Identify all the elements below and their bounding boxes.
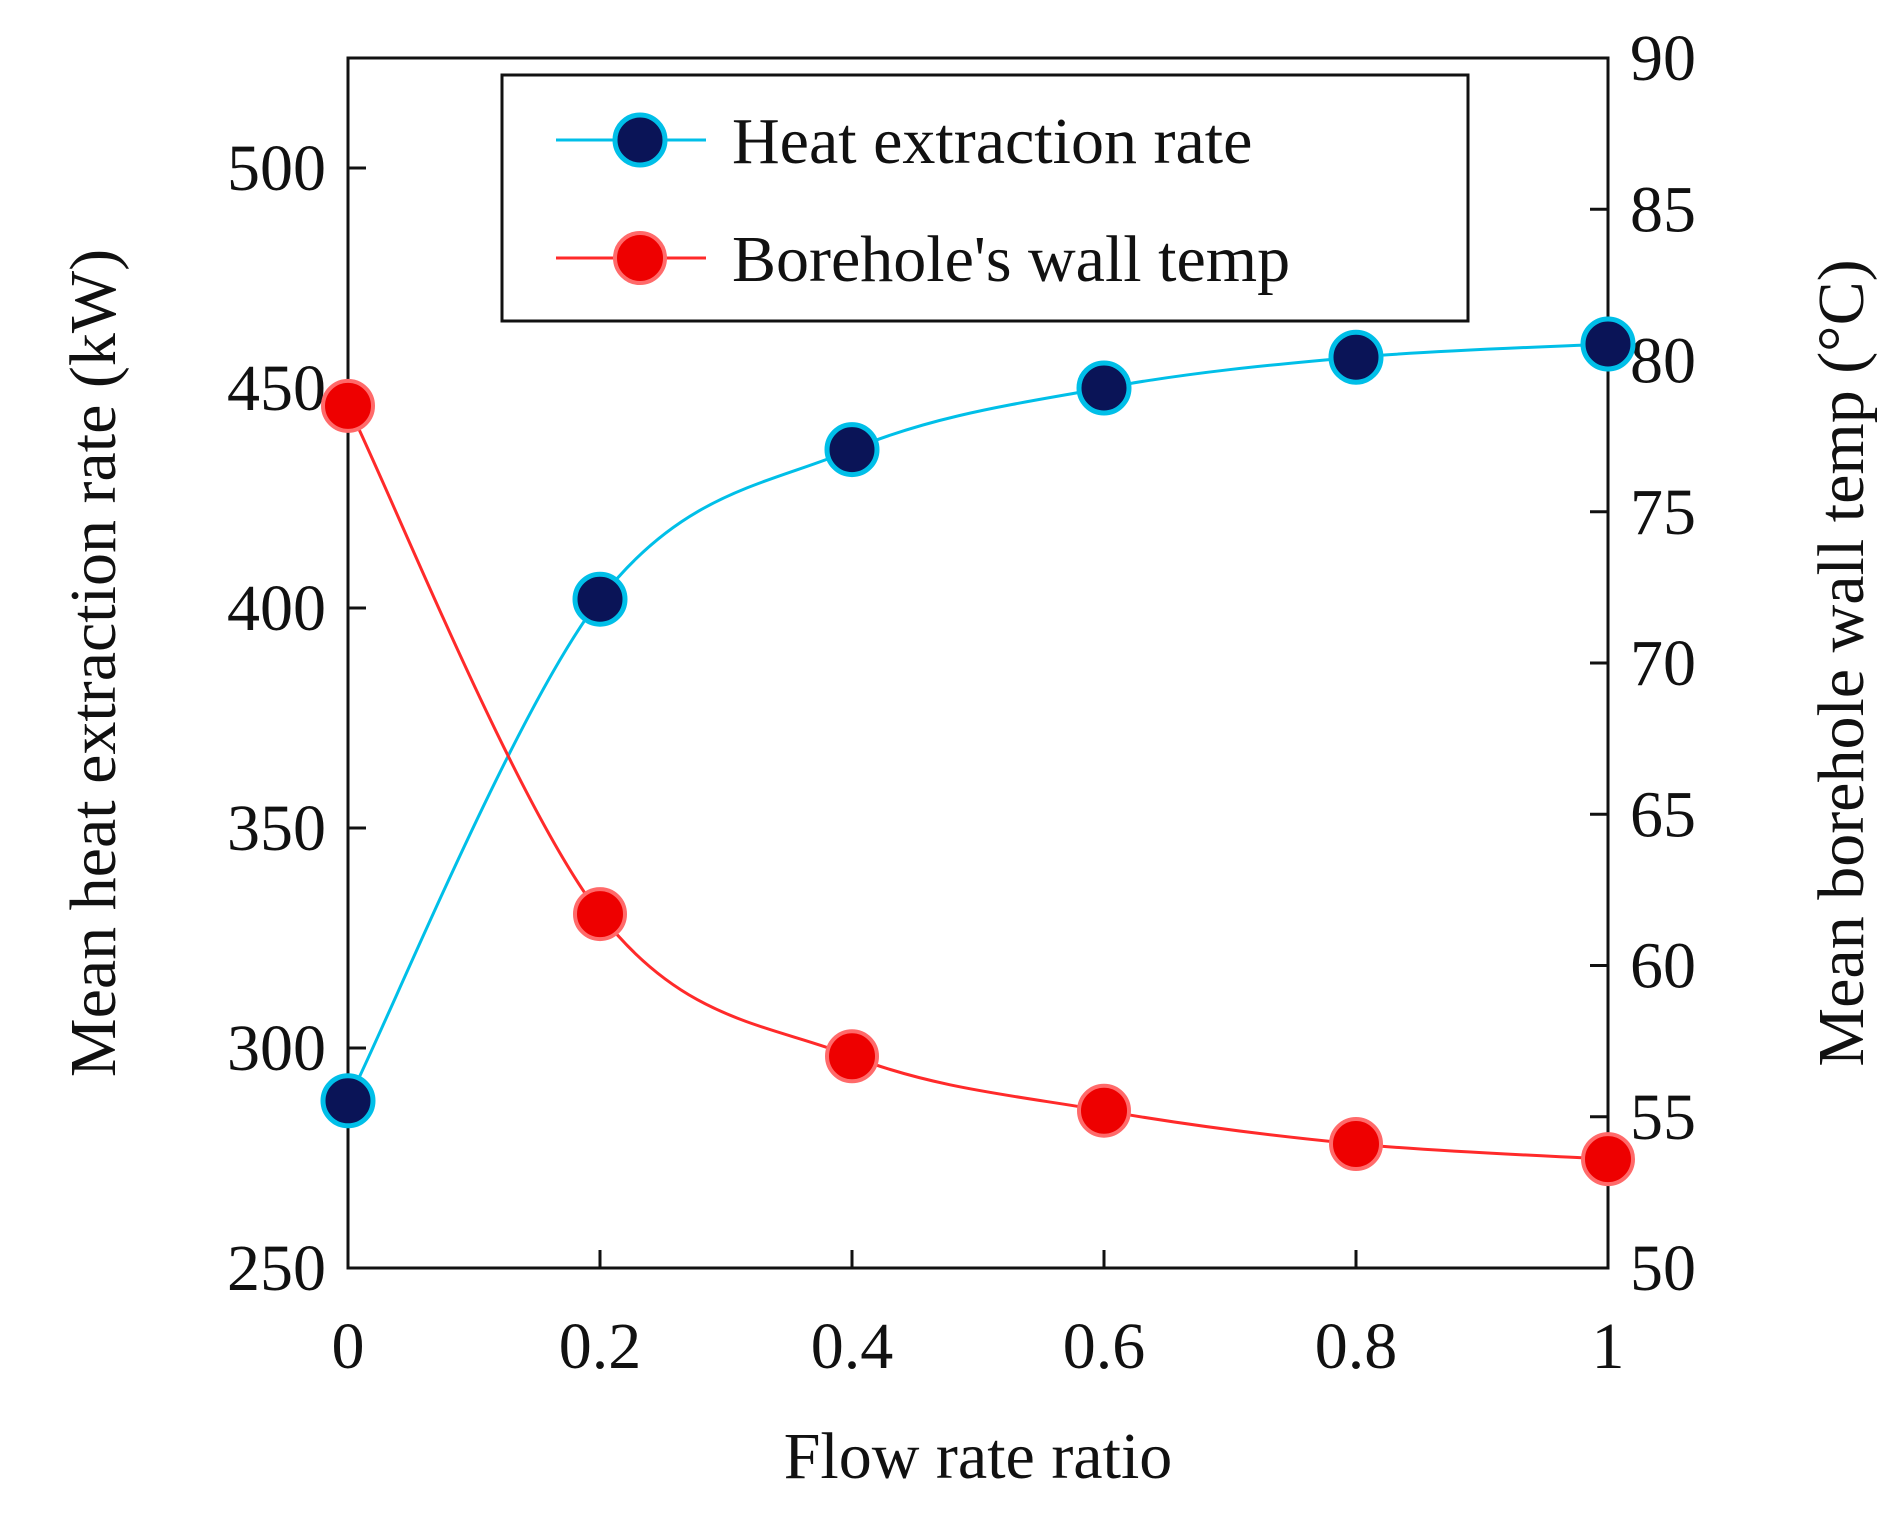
- left-tick-label: 250: [227, 1232, 326, 1305]
- data-point-borehole-temp: [1329, 1116, 1383, 1171]
- series-line-heat-extraction: [346, 342, 1609, 1102]
- legend-marker-heat-extraction: [612, 112, 668, 168]
- data-point-borehole-temp: [1077, 1083, 1131, 1138]
- x-tick-label: 0.2: [559, 1310, 642, 1383]
- data-point-borehole-temp: [321, 378, 375, 433]
- left-tick-label: 450: [227, 352, 326, 425]
- right-tick-label: 75: [1630, 476, 1696, 549]
- x-tick-label: 1: [1592, 1310, 1625, 1383]
- data-point-heat-extraction: [1328, 329, 1384, 385]
- x-tick-label: 0.4: [811, 1310, 894, 1383]
- legend: Heat extraction rate Borehole's wall tem…: [500, 73, 1470, 323]
- left-axis-ticks: 250 300 350 400 450 500: [227, 132, 366, 1305]
- data-point-borehole-temp: [1581, 1132, 1635, 1187]
- data-point-heat-extraction: [1580, 316, 1636, 372]
- legend-label-heat-extraction: Heat extraction rate: [732, 105, 1252, 178]
- legend-label-borehole-temp: Borehole's wall temp: [732, 223, 1290, 296]
- left-tick-label: 300: [227, 1012, 326, 1085]
- data-point-heat-extraction: [572, 571, 628, 627]
- data-point-heat-extraction: [1076, 360, 1132, 416]
- x-axis-title: Flow rate ratio: [784, 1420, 1173, 1493]
- right-tick-label: 55: [1630, 1081, 1696, 1154]
- right-axis-ticks: 50 55 60 65 70 75 80 85 90: [1590, 22, 1696, 1305]
- legend-box: [500, 73, 1470, 323]
- x-tick-label: 0.6: [1063, 1310, 1146, 1383]
- right-tick-label: 85: [1630, 173, 1696, 246]
- right-tick-label: 50: [1630, 1232, 1696, 1305]
- x-axis-ticks: 0 0.2 0.4 0.6 0.8 1: [332, 1250, 1625, 1383]
- series-line-borehole-temp: [346, 405, 1609, 1161]
- x-tick-label: 0: [332, 1310, 365, 1383]
- left-axis-title: Mean heat extraction rate (kW): [57, 249, 130, 1077]
- left-tick-label: 400: [227, 572, 326, 645]
- data-point-heat-extraction: [320, 1073, 376, 1129]
- x-tick-label: 0.8: [1315, 1310, 1398, 1383]
- right-tick-label: 60: [1630, 930, 1696, 1003]
- legend-marker-borehole-temp: [613, 231, 667, 285]
- right-tick-label: 70: [1630, 627, 1696, 700]
- right-tick-label: 65: [1630, 778, 1696, 851]
- data-point-heat-extraction: [824, 422, 880, 478]
- data-point-borehole-temp: [573, 887, 627, 942]
- left-tick-label: 500: [227, 132, 326, 205]
- right-tick-label: 80: [1630, 325, 1696, 398]
- right-axis-title: Mean borehole wall temp (°C): [1805, 259, 1878, 1066]
- right-tick-label: 90: [1630, 22, 1696, 95]
- series-layer: [320, 316, 1636, 1187]
- left-tick-label: 350: [227, 792, 326, 865]
- data-point-borehole-temp: [825, 1029, 879, 1084]
